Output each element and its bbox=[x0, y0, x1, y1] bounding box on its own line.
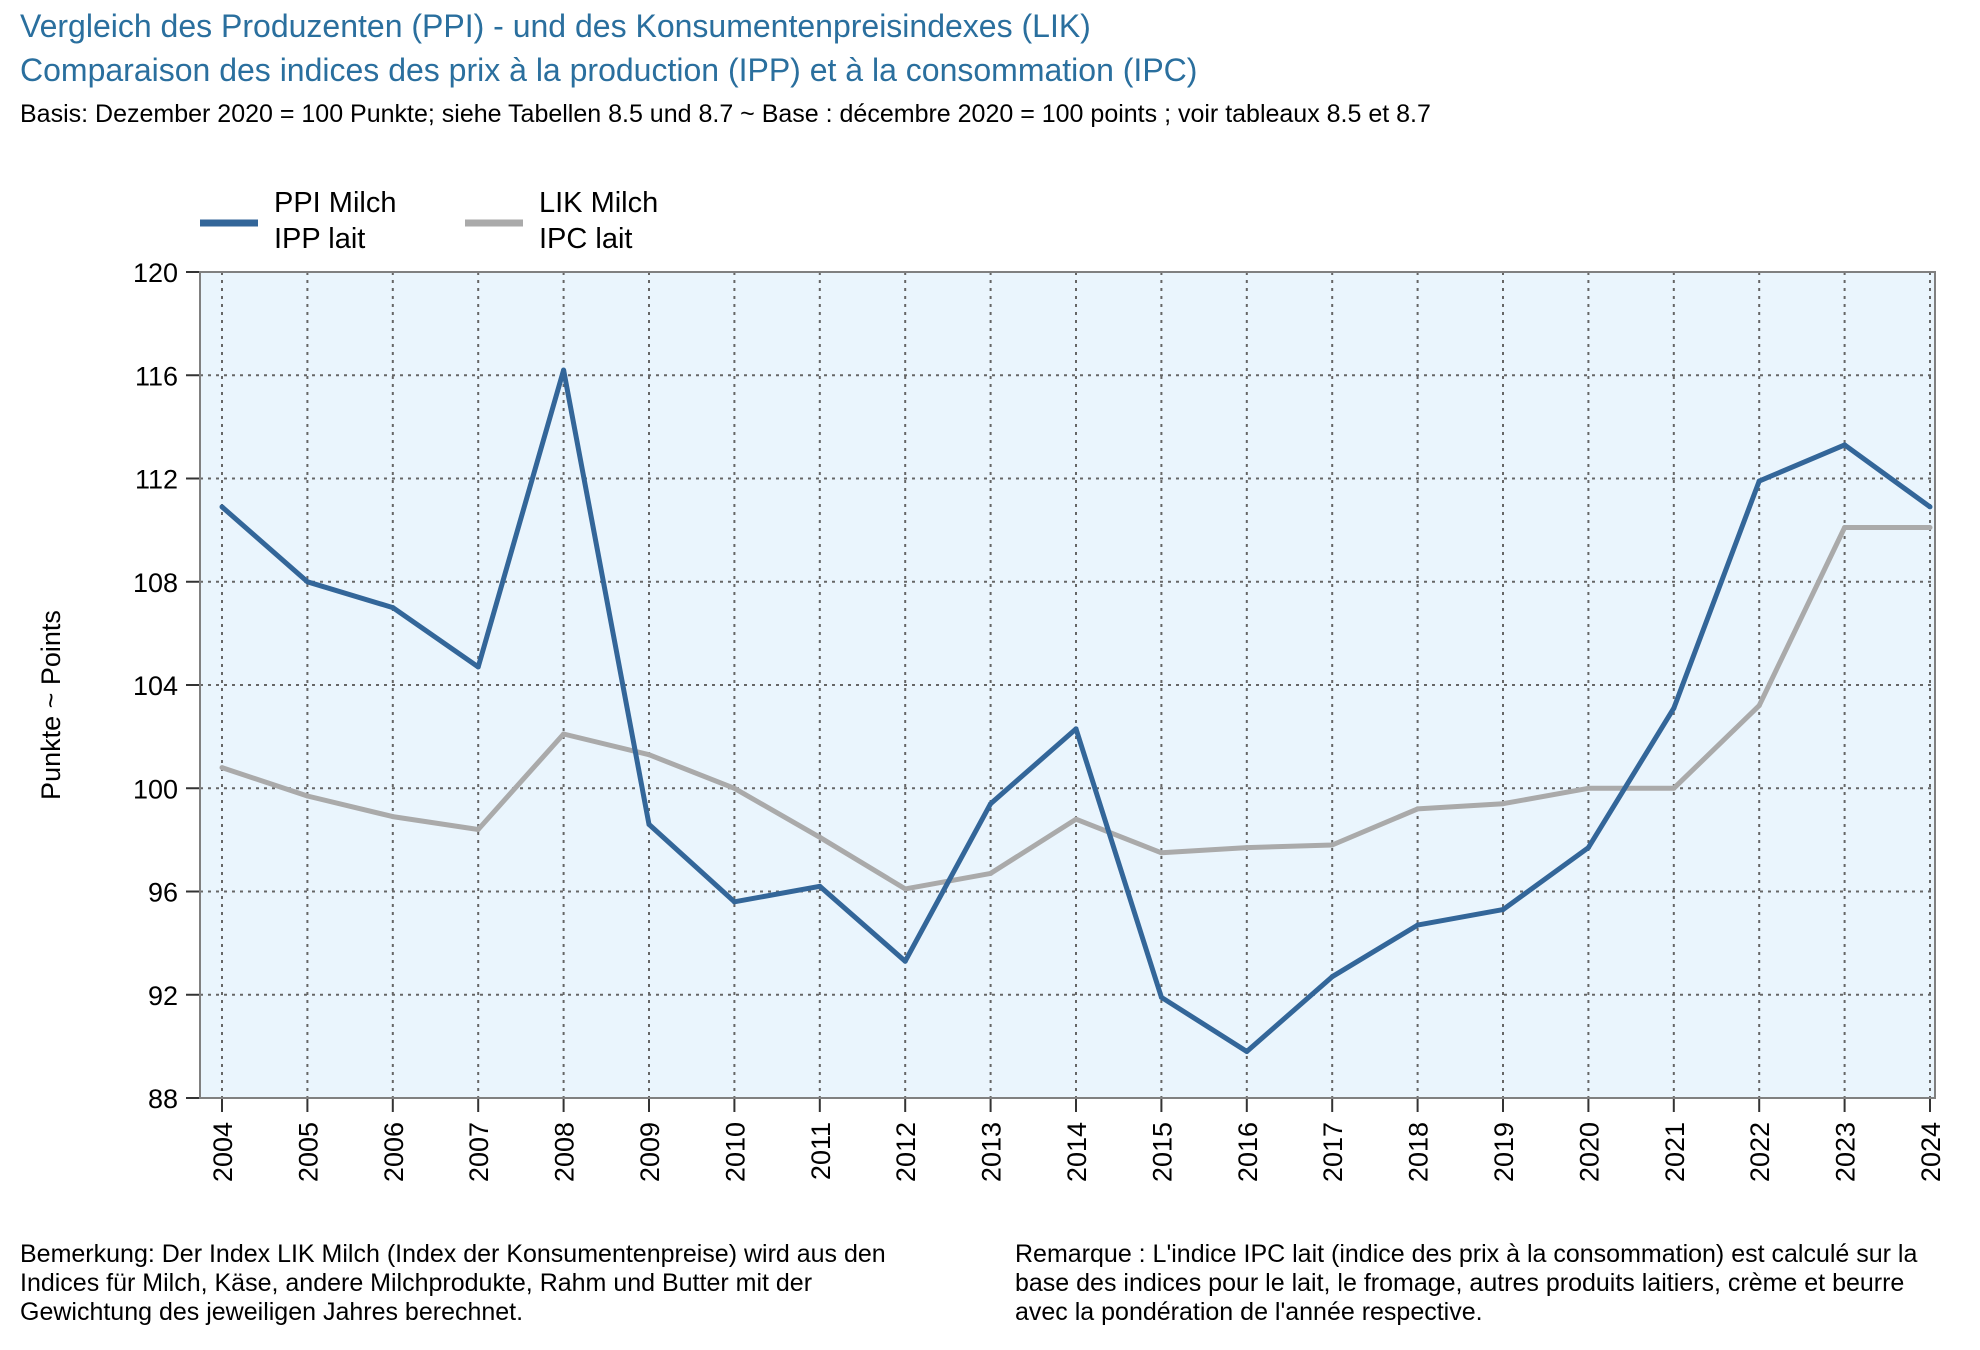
data-point-lik bbox=[1585, 785, 1591, 791]
data-point-lik bbox=[1671, 785, 1677, 791]
legend-label-lik: LIK Milch bbox=[539, 187, 658, 219]
data-point-lik bbox=[902, 886, 908, 892]
data-point-lik bbox=[304, 793, 310, 799]
data-point-ppi bbox=[1329, 974, 1335, 980]
data-point-ppi bbox=[988, 801, 994, 807]
x-tick-label: 2009 bbox=[635, 1122, 665, 1182]
data-point-ppi bbox=[817, 883, 823, 889]
x-tick-label: 2016 bbox=[1233, 1122, 1263, 1182]
x-tick-label: 2015 bbox=[1147, 1122, 1177, 1182]
data-point-lik bbox=[1415, 806, 1421, 812]
data-point-lik bbox=[1500, 801, 1506, 807]
data-point-lik bbox=[1329, 842, 1335, 848]
data-point-ppi bbox=[1244, 1049, 1250, 1055]
data-point-ppi bbox=[1671, 705, 1677, 711]
chart-subtitle: Basis: Dezember 2020 = 100 Punkte; siehe… bbox=[20, 100, 1431, 128]
y-tick-label: 100 bbox=[133, 774, 178, 804]
y-tick-label: 112 bbox=[135, 465, 178, 495]
x-tick-label: 2008 bbox=[550, 1122, 580, 1182]
y-tick-label: 96 bbox=[148, 878, 178, 908]
x-tick-label: 2018 bbox=[1404, 1122, 1434, 1182]
x-tick-label: 2005 bbox=[293, 1122, 323, 1182]
data-point-lik bbox=[988, 870, 994, 876]
data-point-lik bbox=[1842, 525, 1848, 531]
data-point-lik bbox=[219, 765, 225, 771]
y-axis-label: Punkte ~ Points bbox=[36, 610, 66, 800]
chart-title-de: Vergleich des Produzenten (PPI) - und de… bbox=[20, 8, 1091, 44]
legend[interactable]: PPI Milch IPP lait LIK Milch IPC lait bbox=[200, 187, 658, 255]
data-point-lik bbox=[1073, 816, 1079, 822]
data-point-ppi bbox=[1585, 845, 1591, 851]
data-point-lik bbox=[475, 827, 481, 833]
data-point-lik bbox=[731, 785, 737, 791]
x-tick-label: 2014 bbox=[1062, 1122, 1092, 1182]
data-point-ppi bbox=[1073, 726, 1079, 732]
data-point-lik bbox=[1244, 845, 1250, 851]
x-tick-label: 2019 bbox=[1489, 1122, 1519, 1182]
data-point-ppi bbox=[219, 504, 225, 510]
data-point-ppi bbox=[1500, 907, 1506, 913]
data-point-ppi bbox=[475, 664, 481, 670]
series-layer bbox=[219, 367, 1933, 1055]
x-tick-label: 2023 bbox=[1831, 1122, 1861, 1182]
y-tick-label: 92 bbox=[148, 981, 178, 1011]
data-point-lik bbox=[1756, 703, 1762, 709]
data-point-ppi bbox=[1415, 922, 1421, 928]
x-tick-label: 2007 bbox=[464, 1122, 494, 1182]
legend-label-ppi-fr: IPP lait bbox=[274, 223, 365, 255]
data-point-ppi bbox=[1158, 994, 1164, 1000]
data-point-ppi bbox=[561, 367, 567, 373]
data-point-ppi bbox=[1756, 478, 1762, 484]
x-tick-label: 2010 bbox=[720, 1122, 750, 1182]
y-tick-label: 120 bbox=[133, 258, 178, 288]
data-point-ppi bbox=[304, 579, 310, 585]
remark-de: Bemerkung: Der Index LIK Milch (Index de… bbox=[20, 1240, 886, 1326]
data-point-lik bbox=[390, 814, 396, 820]
line-chart: 88 92 96 100 104 108 112 116 120 2004 2005 2006 2007… bbox=[36, 187, 1946, 1182]
x-tick-label: 2006 bbox=[379, 1122, 409, 1182]
remark-fr: Remarque : L'indice IPC lait (indice des… bbox=[1015, 1240, 1918, 1326]
data-point-lik bbox=[1158, 850, 1164, 856]
legend-label-lik-fr: IPC lait bbox=[539, 223, 632, 255]
grid-lines bbox=[200, 272, 1935, 1098]
data-point-ppi bbox=[390, 605, 396, 611]
legend-label-ppi: PPI Milch bbox=[274, 187, 396, 219]
data-point-lik bbox=[817, 834, 823, 840]
x-tick-label: 2013 bbox=[977, 1122, 1007, 1182]
x-tick-label: 2004 bbox=[208, 1122, 238, 1182]
x-tick-label: 2011 bbox=[806, 1122, 836, 1180]
data-point-ppi bbox=[646, 821, 652, 827]
data-point-lik bbox=[646, 752, 652, 758]
x-tick-label: 2020 bbox=[1574, 1122, 1604, 1182]
x-tick-label: 2024 bbox=[1916, 1122, 1946, 1182]
data-point-ppi bbox=[1927, 504, 1933, 510]
data-point-ppi bbox=[1842, 442, 1848, 448]
y-tick-label: 116 bbox=[135, 361, 178, 391]
x-tick-label: 2012 bbox=[891, 1122, 921, 1182]
data-point-ppi bbox=[902, 958, 908, 964]
axis-ticks: 88 92 96 100 104 108 112 116 120 2004 2005 2006 2007… bbox=[133, 258, 1946, 1182]
data-point-ppi bbox=[731, 899, 737, 905]
data-point-lik bbox=[1927, 525, 1933, 531]
y-tick-label: 88 bbox=[148, 1084, 178, 1114]
y-tick-label: 104 bbox=[133, 671, 178, 701]
x-tick-label: 2021 bbox=[1660, 1122, 1690, 1182]
y-tick-label: 108 bbox=[133, 568, 178, 598]
x-tick-label: 2022 bbox=[1745, 1122, 1775, 1182]
data-point-lik bbox=[561, 731, 567, 737]
chart-title-fr: Comparaison des indices des prix à la pr… bbox=[20, 52, 1198, 88]
x-tick-label: 2017 bbox=[1318, 1122, 1348, 1182]
plot-frame bbox=[199, 271, 1936, 1099]
